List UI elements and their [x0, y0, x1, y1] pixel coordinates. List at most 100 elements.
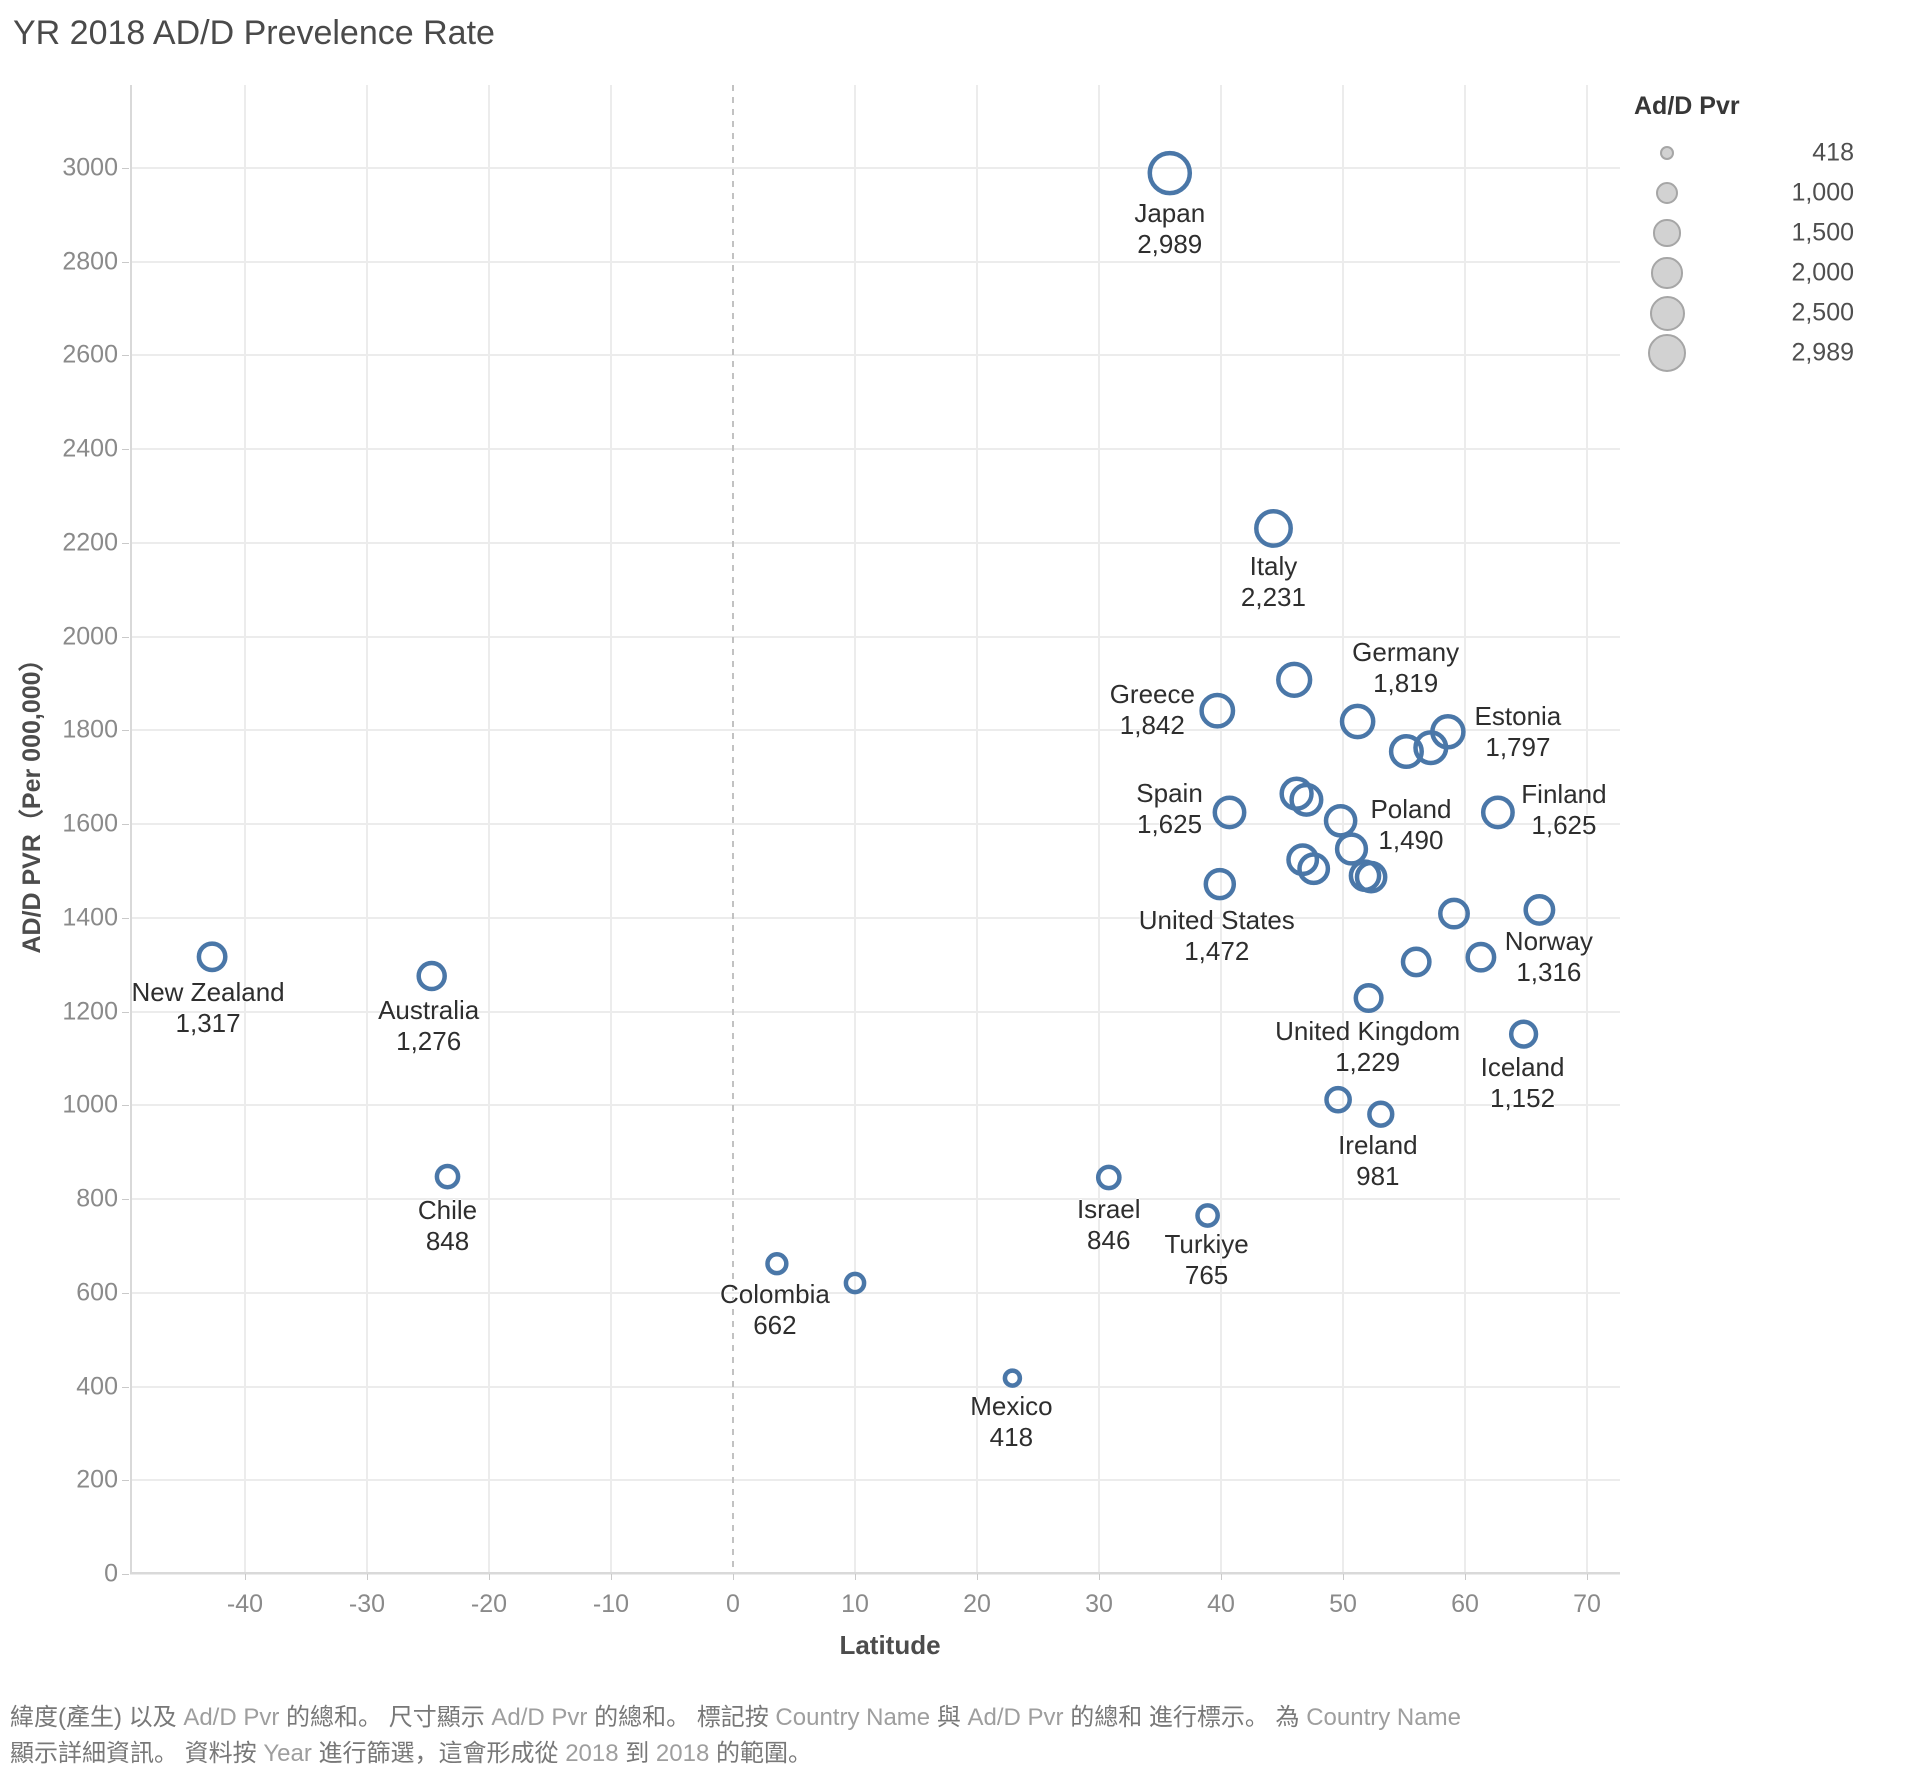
y-gridline	[130, 1385, 1620, 1388]
point-label-country: Israel	[1076, 1193, 1141, 1224]
legend-item[interactable]: 1,500	[1634, 213, 1854, 253]
x-tick-label: 10	[841, 1590, 869, 1618]
data-point[interactable]	[843, 1271, 867, 1295]
x-tick-mark	[1343, 1573, 1344, 1580]
y-tick-label: 400	[76, 1372, 118, 1401]
data-point-israel[interactable]	[1095, 1164, 1122, 1191]
point-label-country: Chile	[417, 1194, 478, 1225]
data-point[interactable]	[1438, 897, 1470, 930]
x-tick-label: -20	[470, 1590, 508, 1618]
x-gridline	[1342, 85, 1344, 1573]
data-point-colombia[interactable]	[765, 1252, 789, 1276]
legend-swatch-circle	[1651, 257, 1683, 289]
data-point[interactable]	[1289, 782, 1324, 817]
data-point-chile[interactable]	[434, 1163, 461, 1190]
point-label: Japan 2,989	[1134, 198, 1205, 260]
y-tick-label: 2600	[62, 340, 118, 369]
size-legend: Ad/D Pvr 418 1,000 1,500 2,000 2,500 2,989	[1634, 92, 1854, 373]
legend-item[interactable]: 1,000	[1634, 173, 1854, 213]
caption: 緯度(產生) 以及 Ad/D Pvr 的總和。 尺寸顯示 Ad/D Pvr 的總…	[10, 1700, 1910, 1768]
point-label: Australia 1,276	[378, 995, 479, 1057]
data-point-spain[interactable]	[1212, 795, 1247, 830]
point-label-country: United Kingdom	[1275, 1016, 1461, 1046]
point-label-value: 1,152	[1490, 1083, 1556, 1114]
legend-label: 2,500	[1791, 298, 1854, 327]
data-point-turkiye[interactable]	[1195, 1203, 1220, 1228]
data-point-greece[interactable]	[1199, 692, 1236, 729]
caption-line-2: 顯示詳細資訊。 資料按 Year 進行篩選，這會形成從 2018 到 2018 …	[10, 1736, 1910, 1768]
point-label-value: 1,472	[1184, 936, 1250, 967]
chart-title: YR 2018 AD/D Prevelence Rate	[13, 14, 495, 52]
point-label-country: Spain	[1136, 778, 1203, 809]
y-tick-mark	[122, 1199, 129, 1201]
data-point-iceland[interactable]	[1508, 1019, 1539, 1049]
point-label: Colombia 662	[720, 1279, 830, 1341]
x-gridline	[1098, 85, 1100, 1573]
data-point[interactable]	[1388, 733, 1424, 770]
data-point[interactable]	[1413, 730, 1449, 766]
x-tick-mark	[245, 1573, 246, 1580]
point-label-value: 1,276	[396, 1025, 462, 1056]
x-axis-title: Latitude	[839, 1630, 941, 1660]
data-point[interactable]	[1354, 860, 1388, 894]
y-gridline	[130, 448, 1620, 451]
data-point-united-states[interactable]	[1203, 867, 1237, 901]
y-tick-mark	[122, 167, 129, 169]
data-point-ireland[interactable]	[1367, 1100, 1395, 1128]
x-tick-mark	[1221, 1573, 1222, 1580]
data-point-italy[interactable]	[1254, 508, 1293, 548]
caption-field-name: Country Name	[1306, 1704, 1461, 1731]
data-point[interactable]	[1276, 661, 1313, 698]
point-label-value: 662	[753, 1309, 797, 1340]
point-label-country: Poland	[1370, 793, 1452, 824]
point-label-country: Finland	[1521, 779, 1607, 810]
point-label: United States 1,472	[1139, 905, 1295, 967]
data-point[interactable]	[1400, 946, 1432, 978]
y-tick-mark	[122, 1480, 129, 1482]
legend-item[interactable]: 418	[1634, 133, 1854, 173]
y-tick-label: 1200	[62, 997, 118, 1026]
legend-item[interactable]: 2,500	[1634, 293, 1854, 333]
x-tick-label: 40	[1207, 1590, 1235, 1618]
x-gridline	[488, 85, 490, 1573]
data-point[interactable]	[1334, 832, 1369, 866]
y-gridline	[130, 635, 1620, 638]
y-tick-mark	[122, 355, 129, 357]
point-label-country: New Zealand	[131, 976, 285, 1007]
point-label: Greece 1,842	[1110, 679, 1195, 741]
data-point[interactable]	[1297, 852, 1331, 886]
data-point-mexico[interactable]	[1002, 1368, 1023, 1388]
x-tick-mark	[489, 1573, 490, 1580]
data-point[interactable]	[1323, 803, 1358, 838]
data-point-germany[interactable]	[1339, 703, 1376, 740]
data-point-united-kingdom[interactable]	[1353, 982, 1384, 1014]
legend-swatch-circle	[1659, 145, 1675, 161]
data-point-new-zealand[interactable]	[196, 941, 228, 973]
point-label: Estonia 1,797	[1475, 701, 1562, 763]
y-tick-mark	[122, 1011, 129, 1013]
y-tick-label: 2800	[62, 247, 118, 276]
y-tick-mark	[122, 542, 129, 544]
y-gridline	[130, 541, 1620, 544]
legend-item[interactable]: 2,989	[1634, 333, 1854, 373]
y-tick-label: 0	[104, 1559, 118, 1588]
point-label-country: Estonia	[1474, 700, 1562, 731]
data-point[interactable]	[1324, 1085, 1352, 1114]
y-tick-mark	[122, 1574, 129, 1575]
caption-field-name: 2018	[655, 1740, 710, 1767]
x-tick-mark	[855, 1573, 856, 1580]
data-point[interactable]	[1523, 893, 1556, 926]
data-point-norway[interactable]	[1465, 941, 1497, 973]
caption-field-name: 2018	[565, 1740, 619, 1767]
point-label-value: 848	[425, 1225, 470, 1256]
data-point-finland[interactable]	[1480, 795, 1515, 830]
x-gridline	[244, 85, 246, 1573]
point-label-country: Japan	[1134, 198, 1206, 229]
legend-item[interactable]: 2,000	[1634, 253, 1854, 293]
y-gridline	[130, 1479, 1620, 1482]
data-point-australia[interactable]	[416, 960, 447, 992]
data-point-japan[interactable]	[1147, 150, 1193, 196]
y-axis-line	[130, 85, 132, 1573]
point-label-value: 418	[989, 1422, 1034, 1453]
y-tick-mark	[122, 1292, 129, 1294]
